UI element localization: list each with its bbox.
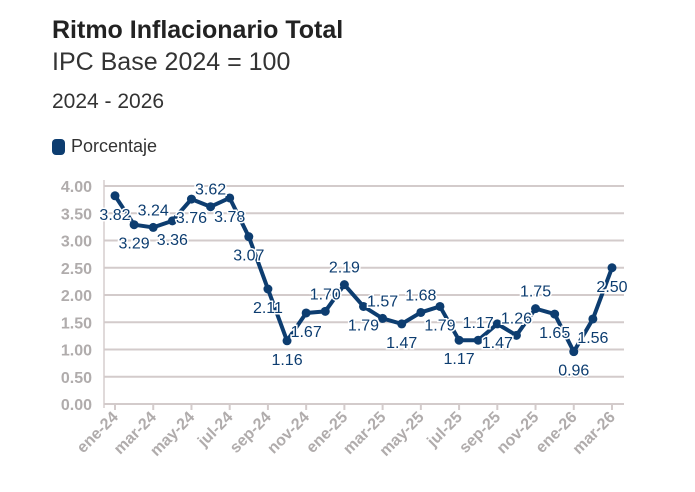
data-label: 1.67 — [291, 324, 322, 341]
data-point — [473, 335, 483, 345]
data-point — [263, 284, 273, 294]
y-tick-label: 1.50 — [61, 315, 92, 332]
data-point — [416, 307, 426, 317]
data-label: 1.68 — [405, 287, 436, 304]
data-label: 3.29 — [119, 236, 150, 253]
y-tick-label: 3.50 — [61, 206, 92, 223]
data-label: 1.47 — [386, 335, 417, 352]
data-point — [550, 309, 560, 319]
data-point — [339, 280, 349, 290]
data-point — [569, 347, 579, 357]
y-tick-label: 3.00 — [61, 234, 92, 251]
data-label: 1.75 — [520, 284, 551, 301]
y-tick-label: 2.50 — [61, 261, 92, 278]
chart-subtitle: IPC Base 2024 = 100 — [52, 48, 291, 76]
data-label: 3.78 — [214, 209, 245, 226]
data-point — [282, 336, 292, 346]
x-tick-label: nov-24 — [264, 409, 313, 458]
y-tick-label: 0.00 — [61, 397, 92, 414]
data-label: 1.17 — [463, 315, 494, 332]
legend: Porcentaje — [52, 136, 157, 157]
data-point — [244, 232, 254, 242]
data-point — [607, 263, 617, 273]
data-label: 3.24 — [138, 202, 169, 219]
data-label: 2.50 — [596, 279, 627, 296]
data-point — [531, 304, 541, 314]
data-label: 1.16 — [271, 352, 302, 369]
data-point — [186, 194, 196, 204]
legend-label: Porcentaje — [71, 136, 158, 156]
data-point — [397, 319, 407, 329]
data-label: 3.76 — [176, 210, 207, 227]
y-tick-label: 0.50 — [61, 370, 92, 387]
data-label: 2.19 — [329, 260, 360, 277]
legend-swatch — [52, 138, 65, 155]
data-label: 2.11 — [253, 300, 283, 317]
data-point — [225, 193, 235, 203]
data-point — [454, 335, 464, 345]
x-tick-label: nov-25 — [494, 409, 543, 458]
data-point — [588, 314, 598, 324]
data-point — [378, 313, 388, 323]
data-label: 1.70 — [310, 286, 341, 303]
data-point — [167, 216, 177, 226]
data-point — [359, 301, 368, 311]
data-point — [301, 308, 311, 318]
data-point — [435, 301, 445, 311]
data-point — [110, 191, 120, 201]
data-point — [511, 330, 521, 340]
data-point — [148, 222, 158, 232]
data-label: 1.57 — [367, 293, 398, 310]
data-point — [320, 306, 330, 316]
chart-period: 2024 - 2026 — [52, 90, 165, 113]
x-tick-label: mar-26 — [570, 409, 619, 458]
data-label: 1.26 — [501, 310, 532, 327]
data-label: 0.96 — [558, 363, 589, 380]
data-label: 1.79 — [348, 317, 379, 334]
data-label: 3.07 — [233, 248, 264, 265]
data-label: 3.62 — [195, 182, 226, 199]
y-tick-label: 1.00 — [61, 343, 92, 360]
y-tick-label: 4.00 — [61, 179, 92, 196]
data-label: 1.79 — [424, 317, 455, 334]
data-label: 1.17 — [444, 351, 475, 368]
data-label: 1.56 — [577, 330, 608, 347]
data-point — [206, 202, 216, 212]
data-label: 1.65 — [539, 325, 570, 342]
data-label: 1.47 — [482, 335, 513, 352]
chart-title: Ritmo Inflacionario Total — [52, 16, 344, 44]
data-label: 3.36 — [157, 232, 188, 249]
y-tick-label: 2.00 — [61, 288, 92, 305]
data-label: 3.82 — [99, 207, 130, 224]
data-point — [129, 220, 139, 230]
data-point — [492, 319, 502, 329]
